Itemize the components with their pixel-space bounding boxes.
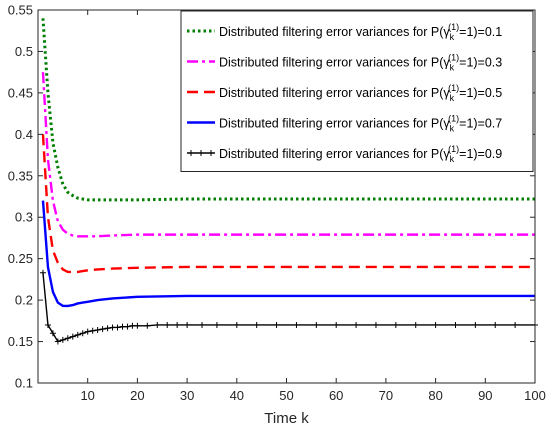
- y-tick-label: 0.3: [15, 210, 33, 225]
- series-marker: [174, 321, 181, 328]
- series-marker: [64, 335, 71, 342]
- series-marker: [392, 321, 399, 328]
- series-marker: [84, 328, 91, 335]
- x-tick-label: 40: [230, 388, 244, 403]
- y-tick-label: 0.45: [8, 85, 33, 100]
- series-marker: [412, 321, 419, 328]
- legend-marker: [208, 150, 214, 156]
- x-tick-label: 80: [428, 388, 442, 403]
- series-marker: [273, 321, 280, 328]
- x-tick-label: 50: [279, 388, 293, 403]
- series-marker: [49, 330, 56, 337]
- y-tick-label: 0.5: [15, 44, 33, 59]
- series-marker: [39, 269, 46, 276]
- series-marker: [184, 321, 191, 328]
- legend-label: Distributed filtering error variances fo…: [219, 53, 502, 73]
- series-marker: [372, 321, 379, 328]
- x-tick-label: 10: [80, 388, 94, 403]
- series-line-1: [41, 18, 535, 202]
- series-marker: [452, 321, 459, 328]
- legend-marker: [188, 150, 194, 156]
- legend-label: Distributed filtering error variances fo…: [219, 114, 502, 134]
- y-tick-label: 0.15: [8, 334, 33, 349]
- series-marker: [94, 326, 101, 333]
- legend: Distributed filtering error variances fo…: [180, 10, 534, 172]
- series-marker: [89, 327, 96, 334]
- series-line-5: [42, 272, 535, 343]
- series-marker: [124, 323, 131, 330]
- series-line-2: [41, 72, 535, 238]
- series-marker: [492, 321, 499, 328]
- x-tick-label: 20: [130, 388, 144, 403]
- series-marker: [99, 326, 106, 333]
- x-tick-label: 100: [524, 388, 546, 403]
- series-marker: [144, 322, 151, 329]
- series-marker: [333, 321, 340, 328]
- series-marker: [154, 321, 161, 328]
- legend-label: Distributed filtering error variances fo…: [219, 144, 502, 164]
- y-tick-label: 0.35: [8, 168, 33, 183]
- series-marker: [59, 336, 66, 343]
- x-tick-label: 90: [478, 388, 492, 403]
- series-marker: [353, 321, 360, 328]
- x-axis-label: Time k: [264, 410, 309, 427]
- series-marker: [44, 321, 51, 328]
- series-marker: [54, 338, 61, 345]
- series-marker: [293, 321, 300, 328]
- legend-label: Distributed filtering error variances fo…: [219, 83, 502, 103]
- y-tick-label: 0.25: [8, 251, 33, 266]
- series-marker: [512, 321, 519, 328]
- tick-layer: 10 20 30 40 50 60 70 80 90 100 0.1 0.15 0.2 0.25 0.3 0.…: [8, 3, 546, 404]
- series-marker: [313, 321, 320, 328]
- series-marker: [104, 325, 111, 332]
- legend-label: Distributed filtering error variances fo…: [219, 22, 502, 42]
- x-tick-label: 30: [180, 388, 194, 403]
- series-marker: [199, 321, 206, 328]
- y-tick-label: 0.1: [15, 376, 33, 391]
- series-marker: [74, 331, 81, 338]
- series-marker: [134, 322, 141, 329]
- legend-marker: [198, 150, 204, 156]
- series-marker: [472, 321, 479, 328]
- series-marker: [233, 321, 240, 328]
- series-layer: [39, 18, 538, 345]
- series-marker: [69, 333, 76, 340]
- series-line-3: [41, 134, 535, 274]
- series-marker: [213, 321, 220, 328]
- x-tick-label: 70: [379, 388, 393, 403]
- series-marker: [79, 330, 86, 337]
- series-marker: [114, 324, 121, 331]
- x-tick-label: 60: [329, 388, 343, 403]
- series-marker: [432, 321, 439, 328]
- series-marker: [253, 321, 260, 328]
- legend-box: [180, 10, 534, 172]
- y-tick-label: 0.55: [8, 3, 33, 18]
- y-tick-label: 0.4: [15, 127, 33, 142]
- series-marker: [164, 321, 171, 328]
- series-line-4: [41, 200, 535, 308]
- y-tick-label: 0.2: [15, 293, 33, 308]
